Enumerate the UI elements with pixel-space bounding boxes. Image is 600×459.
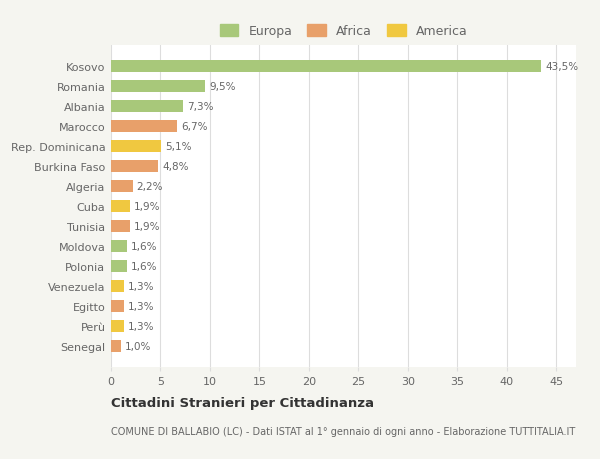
Legend: Europa, Africa, America: Europa, Africa, America: [215, 20, 472, 43]
Text: 1,9%: 1,9%: [134, 202, 160, 212]
Text: 6,7%: 6,7%: [181, 122, 208, 132]
Text: 1,3%: 1,3%: [128, 281, 154, 291]
Bar: [111, 280, 124, 292]
Text: 2,2%: 2,2%: [137, 182, 163, 191]
Text: 1,6%: 1,6%: [131, 262, 157, 272]
Text: 43,5%: 43,5%: [545, 62, 578, 72]
Bar: [111, 80, 205, 93]
Bar: [111, 101, 183, 112]
Bar: [111, 201, 130, 213]
Bar: [111, 241, 127, 252]
Text: Cittadini Stranieri per Cittadinanza: Cittadini Stranieri per Cittadinanza: [111, 396, 374, 409]
Text: 1,3%: 1,3%: [128, 302, 154, 312]
Bar: [111, 140, 161, 152]
Bar: [111, 180, 133, 192]
Text: 9,5%: 9,5%: [209, 82, 235, 91]
Text: 7,3%: 7,3%: [187, 101, 214, 112]
Bar: [111, 161, 158, 173]
Text: 4,8%: 4,8%: [163, 162, 189, 172]
Bar: [111, 320, 124, 333]
Bar: [111, 221, 130, 233]
Bar: [111, 261, 127, 273]
Text: 1,0%: 1,0%: [125, 341, 151, 352]
Text: COMUNE DI BALLABIO (LC) - Dati ISTAT al 1° gennaio di ogni anno - Elaborazione T: COMUNE DI BALLABIO (LC) - Dati ISTAT al …: [111, 426, 575, 436]
Bar: [111, 301, 124, 313]
Text: 1,9%: 1,9%: [134, 222, 160, 231]
Bar: [111, 61, 541, 73]
Bar: [111, 121, 177, 133]
Text: 1,3%: 1,3%: [128, 322, 154, 331]
Bar: [111, 341, 121, 353]
Text: 5,1%: 5,1%: [166, 141, 192, 151]
Text: 1,6%: 1,6%: [131, 241, 157, 252]
